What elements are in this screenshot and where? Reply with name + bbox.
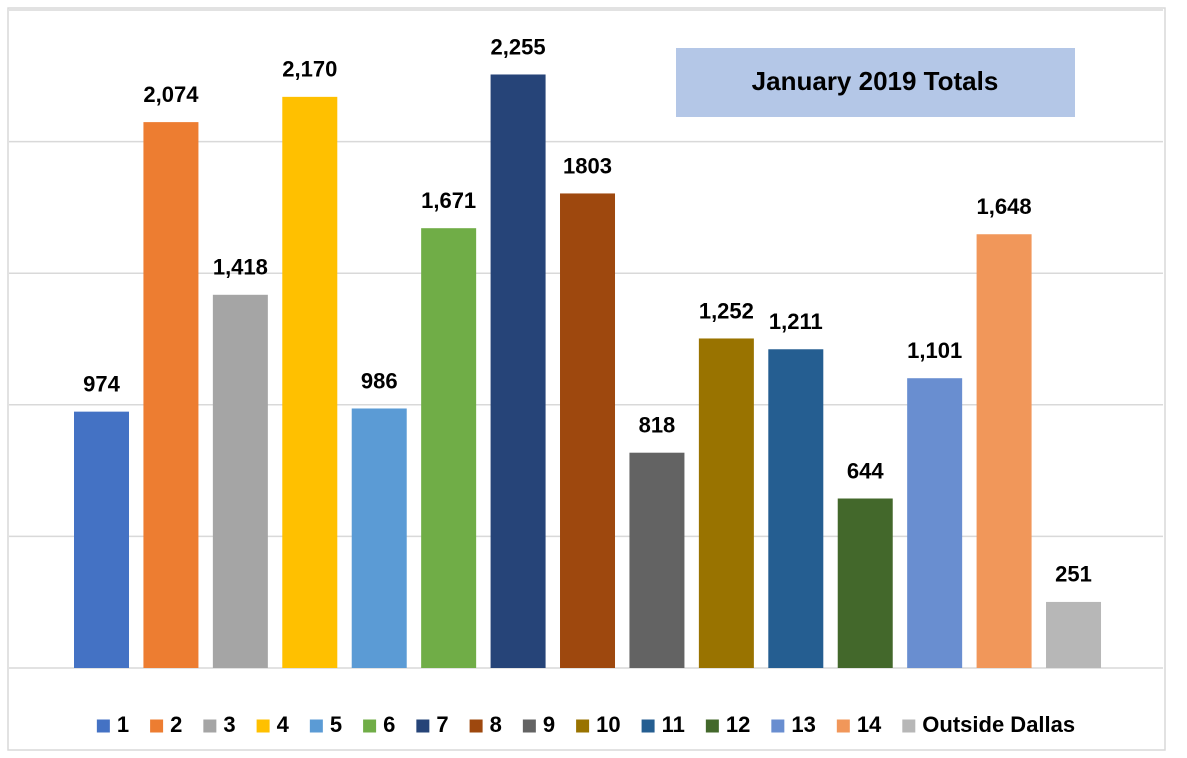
bar xyxy=(907,378,963,668)
chart-title: January 2019 Totals xyxy=(752,66,999,96)
title-box xyxy=(676,48,1075,117)
data-label: 974 xyxy=(83,371,120,396)
legend-label: 7 xyxy=(436,712,448,737)
bar xyxy=(698,338,754,668)
bar xyxy=(1046,601,1102,668)
bar xyxy=(421,228,477,668)
legend-label: 6 xyxy=(383,712,395,737)
data-label: 1,418 xyxy=(213,255,268,280)
bar xyxy=(490,74,546,668)
data-label: 1,648 xyxy=(977,194,1032,219)
bar xyxy=(212,294,268,668)
legend-label: 5 xyxy=(330,712,342,737)
legend-swatch xyxy=(96,719,110,733)
bar xyxy=(768,349,824,668)
legend-swatch xyxy=(416,719,430,733)
data-label: 644 xyxy=(847,458,884,483)
legend-label: 11 xyxy=(662,712,685,737)
bar xyxy=(837,498,893,668)
legend-label: 4 xyxy=(277,712,290,737)
data-label: 251 xyxy=(1055,562,1092,587)
bar xyxy=(143,122,199,669)
legend-swatch xyxy=(522,719,536,733)
legend-swatch xyxy=(641,719,655,733)
legend-swatch xyxy=(203,719,217,733)
bar xyxy=(976,234,1032,668)
data-label: 1,101 xyxy=(907,338,962,363)
legend-label: 10 xyxy=(596,712,620,737)
legend-swatch xyxy=(836,719,850,733)
legend-label: Outside Dallas xyxy=(922,712,1075,737)
legend-swatch xyxy=(902,719,916,733)
legend-label: 3 xyxy=(223,712,235,737)
data-label: 1,671 xyxy=(421,188,476,213)
legend-label: 9 xyxy=(543,712,555,737)
legend-label: 12 xyxy=(726,712,750,737)
legend-swatch xyxy=(576,719,590,733)
bar xyxy=(282,96,338,668)
legend-label: 8 xyxy=(490,712,502,737)
legend-swatch xyxy=(150,719,164,733)
data-label: 1,252 xyxy=(699,298,754,323)
legend-swatch xyxy=(363,719,377,733)
legend-label: 14 xyxy=(857,712,882,737)
bar xyxy=(74,411,129,668)
bar xyxy=(629,452,685,668)
legend-label: 1 xyxy=(117,712,129,737)
legend-swatch xyxy=(256,719,270,733)
legend-swatch xyxy=(469,719,483,733)
data-label: 2,170 xyxy=(282,57,337,82)
legend-swatch xyxy=(705,719,719,733)
legend-label: 2 xyxy=(170,712,182,737)
data-label: 1,211 xyxy=(769,309,823,334)
legend-swatch xyxy=(771,719,785,733)
data-label: 1803 xyxy=(563,153,612,178)
data-label: 818 xyxy=(639,413,676,438)
legend-swatch xyxy=(309,719,323,733)
data-label: 2,255 xyxy=(491,34,546,59)
bar xyxy=(560,193,616,669)
data-label: 2,074 xyxy=(143,82,199,107)
legend-label: 13 xyxy=(791,712,815,737)
data-label: 986 xyxy=(361,368,398,393)
bar xyxy=(351,408,407,668)
